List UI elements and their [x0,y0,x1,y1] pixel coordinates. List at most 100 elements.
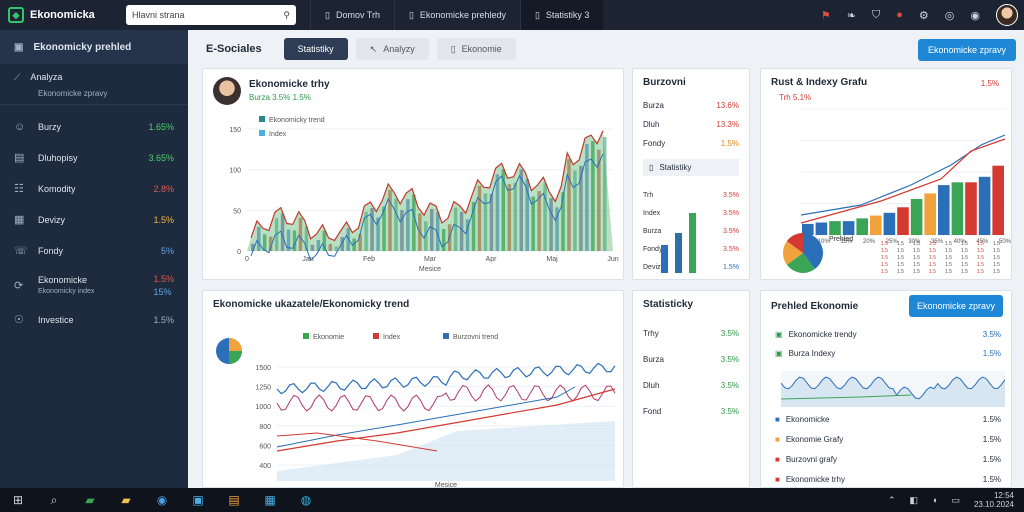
x-tick-label: Mar [424,256,437,263]
doc-icon: ▯ [450,43,456,54]
user-icon[interactable]: ◉ [970,9,980,22]
news-button[interactable]: Ekonomicke zpravy [917,39,1016,61]
card-title: Statisticky [643,299,694,310]
sidebar-item-label: Investice [38,314,74,325]
tab-economy-pill[interactable]: ▯ Ekonomie [436,38,516,60]
overview-list-item[interactable]: ■ Ekonomicke trhy 1.5% [775,469,1001,489]
area [247,130,613,251]
statistics-row[interactable]: Dluh 3.5% [643,372,739,398]
row-value: 1.5% [982,349,1001,358]
overview-list: ■ Ekonomicke 1.5% ■ Ekonomie Grafy 1.5% ■ Burzo… [775,409,1001,489]
dashboard-icon: ▣ [14,41,24,53]
table-cell: 1.5 [929,248,936,254]
bar [938,185,950,235]
stats-panel-header[interactable]: ▯ Statistiky [643,159,739,176]
help-icon[interactable]: ◎ [944,9,955,22]
row-value: 1.5% [720,139,739,148]
tab-home[interactable]: ▯ Domov Trh [310,0,394,30]
notification-icon[interactable]: ● [896,9,903,21]
row-label: Dluh [643,120,660,129]
overview-list-item[interactable]: ■ Burzovni grafy 1.5% [775,449,1001,469]
sidebar-item[interactable]: ☏ Fondy 5% [0,235,188,266]
table-cell: 1.5 [961,269,968,275]
sidebar-sub[interactable]: ⟋ Analyza Ekonomicke zpravy [0,64,188,105]
bar [555,207,559,251]
sidebar-item[interactable]: ☉ Investice 1.5% [0,304,188,335]
folder-icon[interactable]: ▰ [121,493,131,507]
search-icon[interactable]: ⚲ [283,9,290,20]
shield-icon[interactable]: ⛉ [872,8,881,21]
trend-line [276,386,576,448]
network-icon[interactable]: ◧ [909,494,918,505]
bar [346,228,350,251]
tab-analysis-pill[interactable]: ↖ Analyzy [355,38,429,60]
exchange-row[interactable]: Fondy 1.5% [643,134,739,153]
table-cell: 1.5 [881,269,888,275]
growth-chart[interactable]: 5%10%15%20%25%30%35%40%45%50%Prehled1.51… [761,69,1013,281]
statistics-row[interactable]: Burza 3.5% [643,346,739,372]
legend-label: Ekonomicky trend [269,117,325,124]
statistics-row[interactable]: Trhy 3.5% [643,320,739,346]
search-icon[interactable]: ⌕ [50,492,58,507]
settings-icon[interactable]: ⚙ [918,9,929,22]
start-icon[interactable]: ⊞ [12,493,24,507]
overview-row[interactable]: ▣ Ekonomicke trendy 3.5% [775,325,1001,344]
exchange-row[interactable]: Dluh 13.3% [643,115,739,134]
trend-chart[interactable]: Ekonomie Index Burzovni trend 1500 1250 1000 8… [203,291,625,489]
bar [262,234,267,251]
row-value: 3.5% [723,192,739,199]
bar [251,243,255,251]
bar [489,193,494,251]
overview-list-item[interactable]: ■ Ekonomicke 1.5% [775,409,1001,429]
table-cell: 1.5 [993,241,1000,247]
browser-icon[interactable]: ◉ [156,493,168,507]
x-tick-label: 15% [840,239,853,245]
exchange-row[interactable]: Burza 13.6% [643,96,739,115]
tab-statistics-pill[interactable]: Statistiky [283,38,348,60]
battery-icon[interactable]: ▭ [951,494,960,505]
mail-icon[interactable]: ▦ [264,493,276,507]
market-chart[interactable]: Ekonomicky trend Index 150 100 50 00 Jan Feb Mar… [203,69,625,281]
flag-icon[interactable]: ⚑ [820,9,831,22]
row-value: 3.5% [720,406,739,416]
table-cell: 1.5 [929,241,936,247]
top-bar: ◆ Ekonomicka Hlavni strana ⚲ ▯ Domov Trh … [0,0,1024,30]
leaf-icon[interactable]: ❧ [846,9,856,22]
table-cell: 1.5 [897,255,904,261]
sidebar-header[interactable]: ▣ Ekonomicky prehled [0,30,188,64]
app-icon[interactable]: ▤ [228,493,240,507]
overview-list-item[interactable]: ■ Ekonomie Grafy 1.5% [775,429,1001,449]
table-cell: 1.5 [913,262,920,268]
row-value: 3.5% [723,246,739,253]
avatar[interactable] [996,4,1018,26]
sidebar-item[interactable]: ▦ Devizy 1.5% [0,204,188,235]
growth-value: 1.5% [980,79,999,88]
store-icon[interactable]: ▣ [192,493,204,507]
x-tick-label: 45% [976,239,989,245]
tab-statistics[interactable]: ▯ Statistiky 3 [519,0,604,30]
bar [579,165,583,251]
sidebar-item[interactable]: ▤ Dluhopisy 3.65% [0,142,188,173]
up-arrow-icon[interactable]: ⌃ [887,494,896,505]
bar [394,198,398,251]
legend-label: Index [269,131,287,138]
news-button[interactable]: Ekonomicke zpravy [908,295,1003,317]
overview-row[interactable]: ▣ Burza Indexy 1.5% [775,344,1001,363]
statistics-row[interactable]: Fond 3.5% [643,398,739,424]
clock[interactable]: 12:54 23.10.2024 [974,491,1014,509]
overview-card: Prehled Ekonomie Ekonomicke zpravy ▣ Ekon… [760,290,1012,488]
x-axis-label: Mesice [435,482,457,489]
files-icon[interactable]: ▰ [85,493,95,507]
volume-icon[interactable]: ◖ [932,495,938,505]
bar [477,185,482,251]
sidebar-item[interactable]: ⟳ Ekonomicke Ekonomicky index 1.5% 15% [0,266,188,304]
sidebar-item[interactable]: ☷ Komodity 2.8% [0,173,188,204]
edge-icon[interactable]: ◍ [300,493,312,507]
tab-overview[interactable]: ▯ Ekonomicke prehledy [393,0,520,30]
trend-line [250,130,604,242]
card-subtitle: Burza 3.5% 1.5% [249,93,311,102]
x-tick-label: Jun [607,256,618,263]
search-input[interactable]: Hlavni strana ⚲ [126,5,296,25]
app-logo[interactable]: ◆ Ekonomicka [0,7,126,23]
sidebar-item[interactable]: ☺ Burzy 1.65% [0,111,188,142]
